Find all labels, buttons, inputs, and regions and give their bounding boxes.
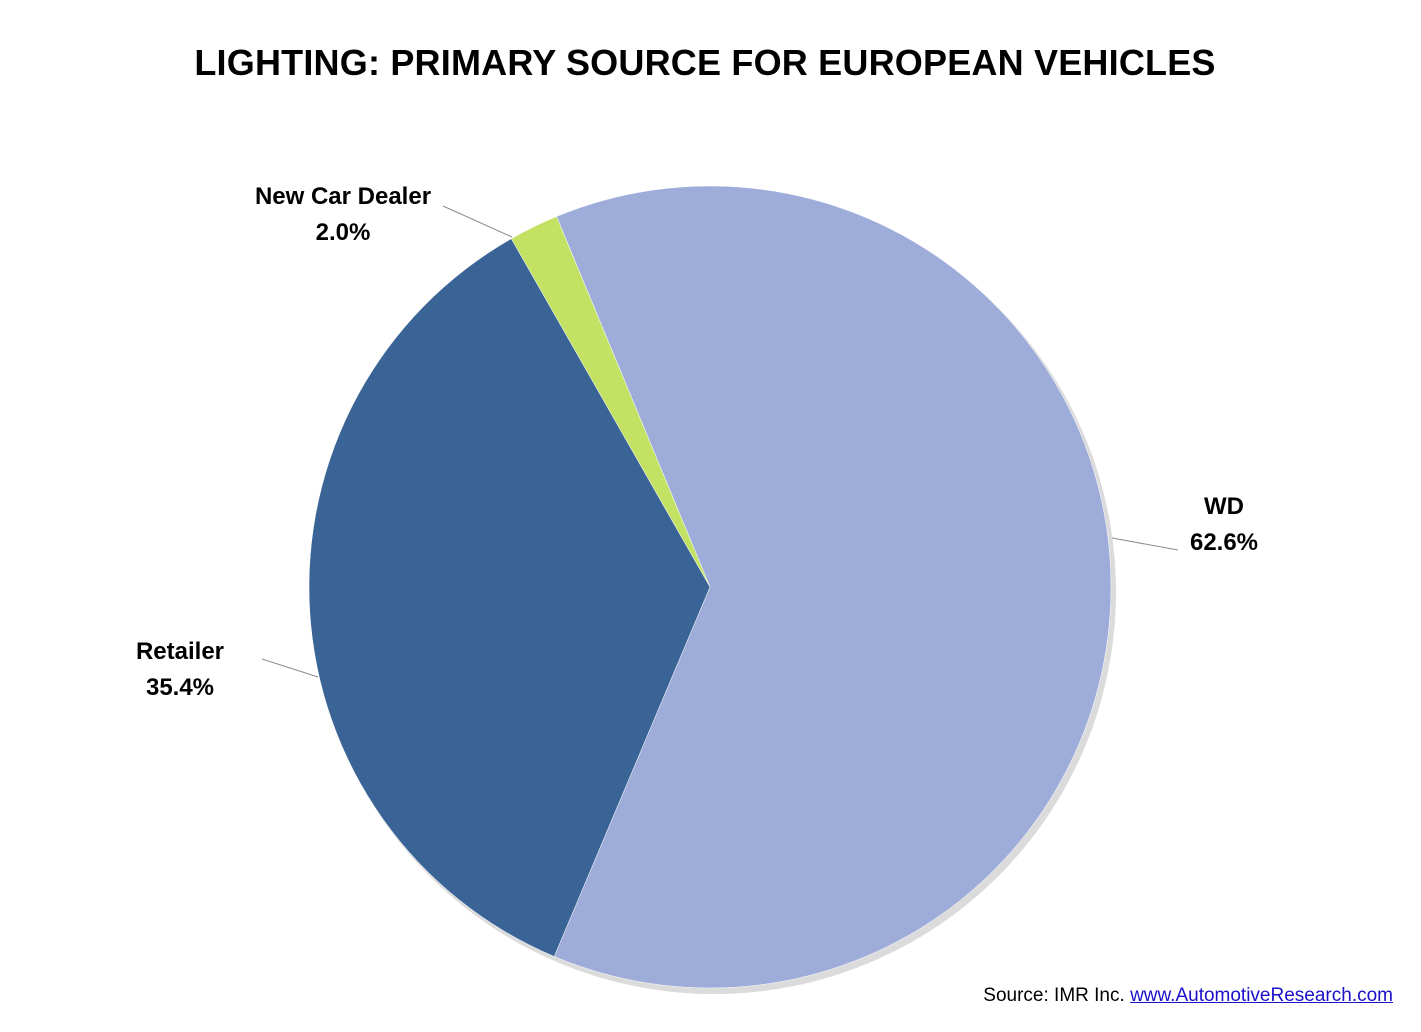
source-link[interactable]: www.AutomotiveResearch.com [1130, 985, 1393, 1006]
slice-name-label: WD [1204, 493, 1244, 520]
leader-line-retailer [261, 658, 319, 678]
slice-name-label: New Car Dealer [254, 183, 432, 210]
slice-value-label: 35.4% [145, 674, 215, 701]
leader-line-wd [1111, 537, 1179, 551]
slice-value-label: 2.0% [315, 219, 371, 246]
data-label-retailer: Retailer 35.4% [132, 634, 228, 706]
pie-slice-wd [553, 185, 1112, 989]
slice-value-label: 62.6% [1189, 529, 1259, 556]
leader-lines [261, 205, 1179, 678]
leader-line-new-car-dealer [442, 205, 513, 238]
chart-title: LIGHTING: PRIMARY SOURCE FOR EUROPEAN VE… [194, 42, 1216, 83]
pie-slices [308, 185, 1112, 989]
data-label-wd: WD 62.6% [1162, 489, 1286, 561]
source-note: Source: IMR Inc. www.AutomotiveResearch.… [983, 985, 1393, 1007]
source-prefix: Source: IMR Inc. [983, 985, 1125, 1006]
data-label-new-car-dealer: New Car Dealer 2.0% [238, 179, 448, 251]
slice-name-label: Retailer [135, 638, 225, 665]
pie-slice-retailer [308, 238, 711, 957]
pie-slice-new-car-dealer [510, 216, 711, 588]
